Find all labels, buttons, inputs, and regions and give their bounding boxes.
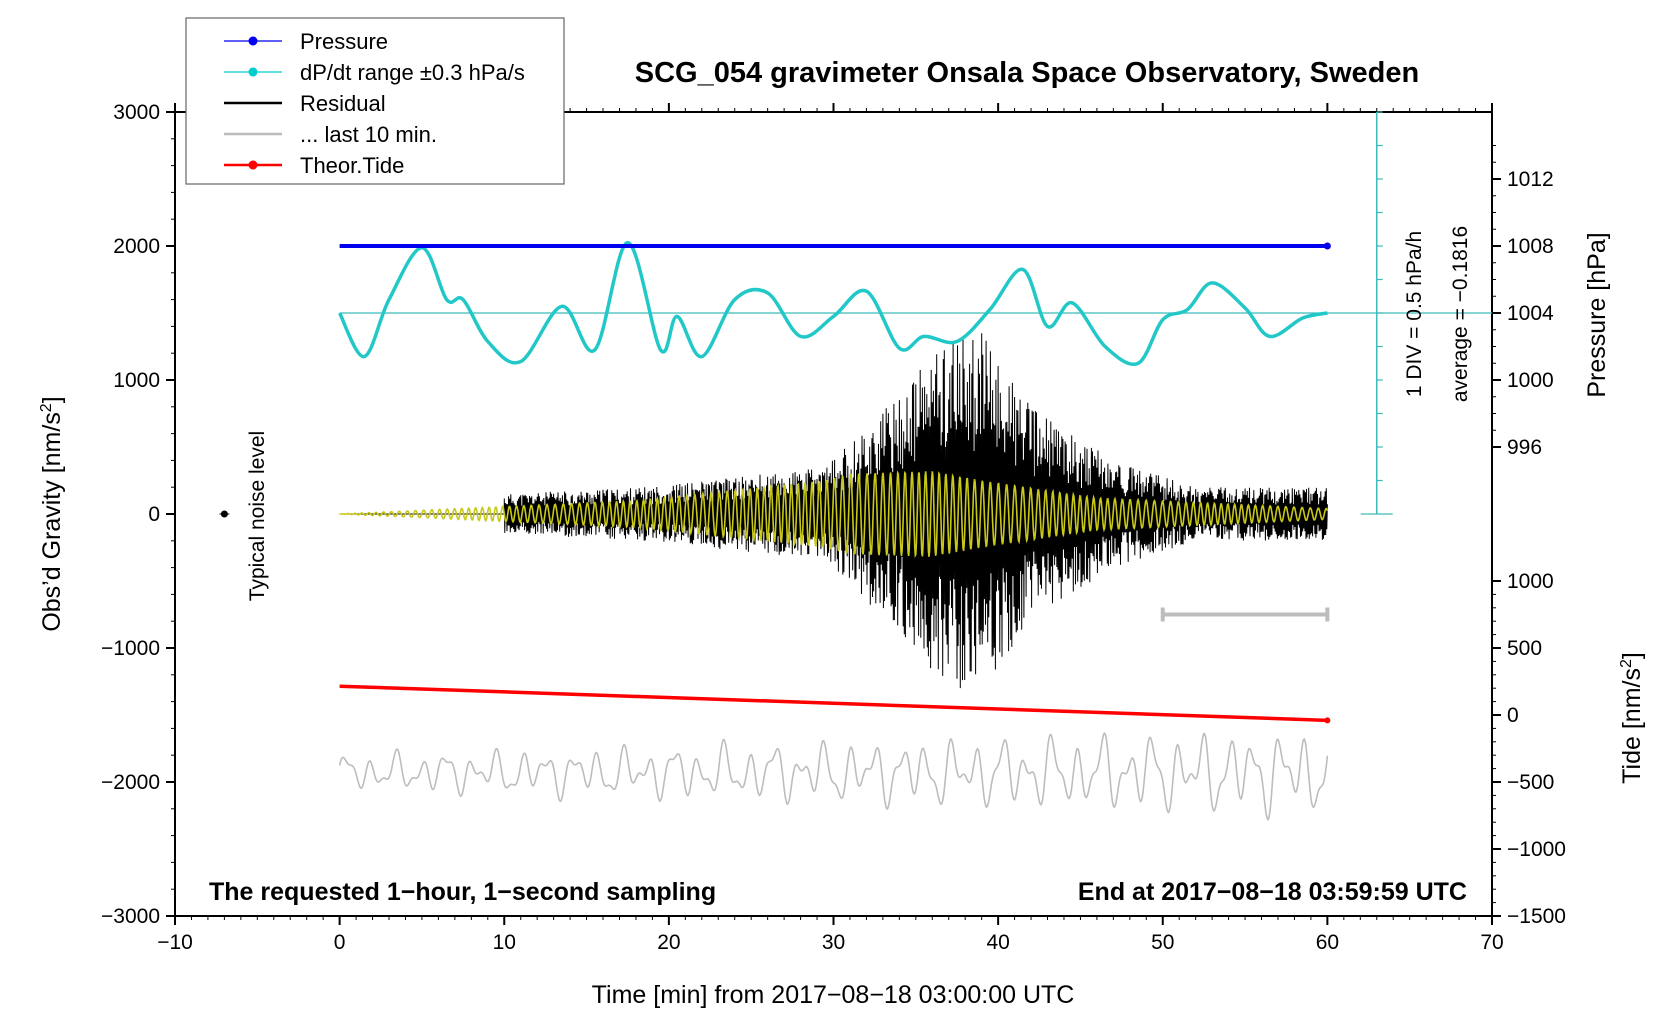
- x-tick-label: 40: [986, 931, 1009, 954]
- filtered-residual-line: [339, 470, 1329, 559]
- x-tick-label: 70: [1480, 931, 1503, 954]
- div-label: 1 DIV = 0.5 hPa/h: [1403, 231, 1426, 397]
- pressure-tick-label: 1012: [1507, 168, 1554, 191]
- x-tick-label: 50: [1151, 931, 1174, 954]
- y-label-left-main: Obs’d Gravity [nm/s: [38, 412, 66, 632]
- pressure-end-point: [1323, 242, 1331, 250]
- axis-ticks: −10 0 10 20 30 40 50 60 70 −3000 −2000 −1000 0 1000 20…: [101, 101, 1566, 954]
- x-tick-label: −10: [157, 931, 193, 954]
- tide-tick-label: 500: [1507, 637, 1542, 660]
- pressure-tick-label: 1000: [1507, 369, 1554, 392]
- legend-label: Residual: [300, 91, 386, 116]
- y-label-tide-sup: 2: [1618, 659, 1635, 668]
- tide-tick-label: −1500: [1507, 905, 1566, 928]
- y-tick-label: 0: [148, 503, 160, 526]
- tide-tick-label: −1000: [1507, 838, 1566, 861]
- x-tick-label: 20: [657, 931, 680, 954]
- end-time-label: End at 2017−08−18 03:59:59 UTC: [1078, 878, 1467, 906]
- x-tick-label: 10: [493, 931, 516, 954]
- dpdt-range-line: [338, 240, 1328, 367]
- chart-title: SCG_054 gravimeter Onsala Space Observat…: [635, 57, 1419, 89]
- pressure-tick-label: 996: [1507, 436, 1542, 459]
- y-axis-label-tide: Tide [nm/s2]: [1618, 652, 1646, 784]
- legend-marker: [248, 67, 258, 77]
- y-tick-label: −1000: [101, 637, 160, 660]
- legend-label: Theor.Tide: [300, 153, 404, 178]
- data-layer: [219, 111, 1492, 821]
- y-tick-label: 3000: [113, 101, 160, 124]
- legend-label: ... last 10 min.: [300, 122, 437, 147]
- y-tick-label: 1000: [113, 369, 160, 392]
- y-label-tide-main: Tide [nm/s: [1618, 668, 1646, 784]
- legend-entries: Pressure dP/dt range ±0.3 hPa/s Residual..…: [224, 29, 525, 178]
- y-tick-label: −2000: [101, 771, 160, 794]
- y-axis-label-pressure: Pressure [hPa]: [1583, 232, 1611, 397]
- legend: Pressure dP/dt range ±0.3 hPa/s Residual..…: [185, 17, 565, 185]
- y-axis-label-left: Obs’d Gravity [nm/s2]: [38, 396, 66, 631]
- tide-tick-label: 1000: [1507, 570, 1554, 593]
- y-label-left-tail: ]: [38, 396, 66, 403]
- legend-marker: [248, 36, 258, 46]
- noise-level-label: Typical noise level: [246, 431, 269, 601]
- average-label: average = −0.1816: [1449, 226, 1472, 402]
- x-tick-label: 0: [334, 931, 346, 954]
- residual-line: [339, 333, 1328, 689]
- tide-tick-label: −500: [1507, 771, 1554, 794]
- y-label-tide-tail: ]: [1618, 652, 1646, 659]
- tide-end-point: [1324, 717, 1331, 724]
- tide-line: [339, 684, 1328, 723]
- y-tick-label: −3000: [101, 905, 160, 928]
- y-tick-label: 2000: [113, 235, 160, 258]
- y-label-left-sup: 2: [38, 403, 55, 412]
- legend-label: Pressure: [300, 29, 388, 54]
- legend-label: dP/dt range ±0.3 hPa/s: [300, 60, 525, 85]
- legend-box: [185, 17, 565, 185]
- pressure-tick-label: 1008: [1507, 235, 1554, 258]
- noise-marker: [220, 510, 228, 518]
- x-axis-label: Time [min] from 2017−08−18 03:00:00 UTC: [592, 981, 1075, 1009]
- last-10-min-line: [338, 731, 1329, 821]
- sampling-label: The requested 1−hour, 1−second sampling: [209, 878, 716, 906]
- x-tick-label: 30: [822, 931, 845, 954]
- pressure-tick-label: 1004: [1507, 302, 1554, 325]
- legend-marker: [248, 160, 258, 170]
- x-tick-label: 60: [1316, 931, 1339, 954]
- tide-tick-label: 0: [1507, 704, 1519, 727]
